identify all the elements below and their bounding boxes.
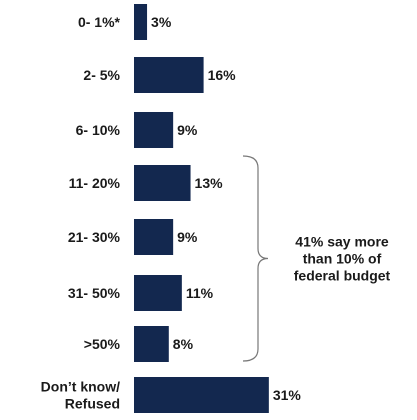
bar	[134, 326, 169, 362]
category-label: 2- 5%	[83, 67, 120, 83]
category-labels: 0- 1%* 2- 5% 6- 10% 11- 20% 21- 30% 31- 50% >5…	[41, 14, 121, 412]
bar	[134, 165, 191, 201]
bracket-annotation: 41% say more than 10% of federal budget	[294, 234, 391, 284]
bracket-brace	[242, 155, 269, 362]
value-label: 9%	[177, 229, 198, 245]
bar	[134, 4, 148, 40]
category-label: >50%	[84, 336, 121, 352]
value-label: 11%	[186, 285, 214, 301]
bar	[134, 112, 174, 148]
bar	[134, 377, 269, 413]
category-label: Don’t know/Refused	[41, 379, 120, 412]
bar	[134, 219, 174, 255]
value-label: 31%	[273, 387, 302, 403]
bars	[134, 4, 269, 413]
value-label: 8%	[173, 336, 194, 352]
bar	[134, 57, 204, 93]
value-label: 16%	[208, 67, 237, 83]
value-labels: 3% 16% 9% 13% 9% 11% 8% 31%	[151, 14, 301, 403]
bar	[134, 275, 182, 311]
category-label: 21- 30%	[68, 229, 121, 245]
category-label: 6- 10%	[76, 122, 121, 138]
value-label: 9%	[177, 122, 198, 138]
value-label: 3%	[151, 14, 172, 30]
category-label: 0- 1%*	[78, 14, 121, 30]
category-label: 31- 50%	[68, 285, 121, 301]
value-label: 13%	[195, 175, 224, 191]
category-label: 11- 20%	[69, 175, 121, 191]
